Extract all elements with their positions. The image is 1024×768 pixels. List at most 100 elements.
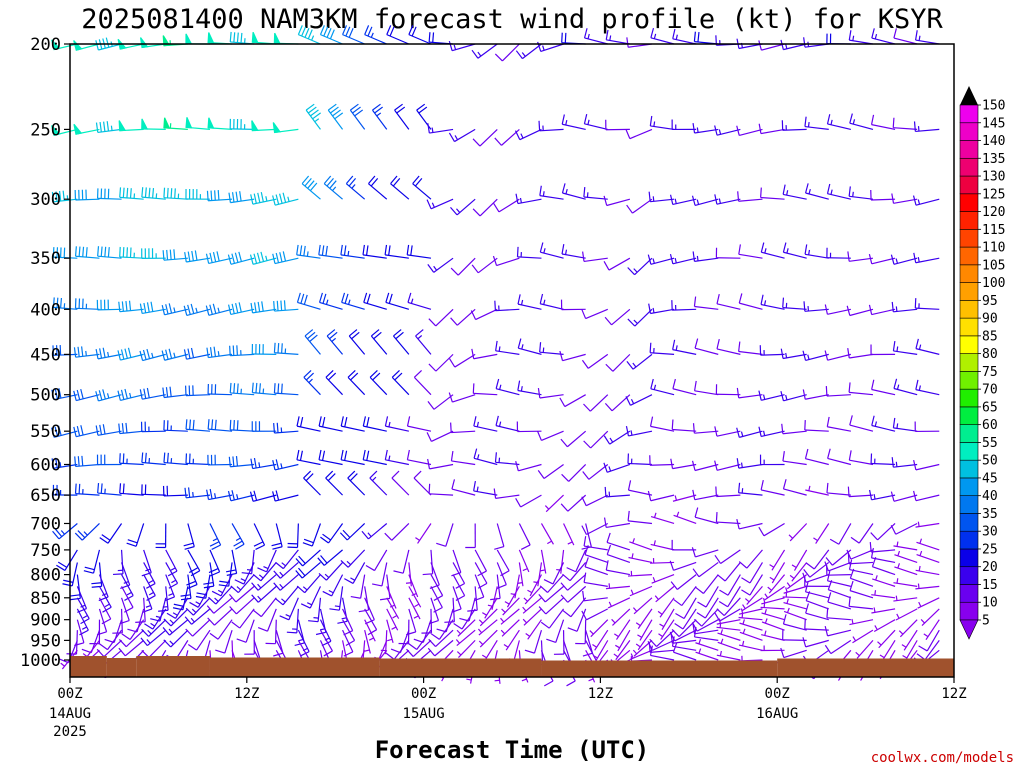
credit-link[interactable]: coolwx.com/models: [871, 750, 1014, 766]
wind-barb-staff: [135, 523, 145, 547]
wind-barb-full: [139, 303, 143, 314]
wind-barb-full: [328, 372, 337, 381]
colorbar-band: [959, 300, 979, 319]
wind-barb: [714, 194, 741, 205]
wind-barb: [250, 457, 277, 470]
wind-barb: [826, 416, 851, 432]
wind-barb-staff: [230, 198, 255, 204]
wind-barb-staff: [119, 462, 144, 466]
wind-barb-half: [874, 33, 878, 40]
wind-barb: [649, 645, 675, 661]
colorbar-band: [959, 317, 979, 337]
wind-barb-staff: [617, 629, 631, 652]
wind-barb-half: [525, 633, 531, 637]
wind-barb: [141, 118, 166, 131]
wind-barb: [629, 649, 653, 661]
wind-barb: [143, 574, 156, 601]
colorbar-label: 25: [982, 542, 998, 557]
wind-barb-staff: [805, 394, 829, 400]
wind-barb-full: [228, 456, 231, 467]
wind-barb-half: [279, 583, 284, 589]
wind-barb-full: [214, 190, 216, 201]
wind-barb: [406, 416, 432, 432]
wind-barb: [436, 608, 454, 633]
wind-barb-full: [303, 538, 314, 544]
wind-barb: [390, 175, 410, 200]
wind-barb-full: [207, 617, 215, 626]
wind-barb-full: [217, 190, 220, 201]
wind-barb: [271, 523, 283, 550]
wind-barb-full: [127, 347, 132, 358]
wind-barb-half: [263, 566, 269, 570]
wind-barb: [450, 198, 476, 216]
wind-barb-half: [287, 196, 290, 202]
wind-barb: [716, 597, 741, 617]
wind-barb-full: [603, 462, 608, 473]
wind-barb: [561, 464, 587, 482]
wind-barb-full: [717, 574, 726, 582]
y-tick-label: 500: [30, 386, 61, 406]
wind-barb-staff: [496, 562, 507, 585]
wind-barb: [104, 619, 123, 644]
wind-barb-full: [118, 647, 126, 657]
wind-barb-full: [228, 304, 232, 315]
wind-barb-full: [560, 582, 568, 591]
wind-barb-staff: [894, 566, 918, 576]
wind-barb-half: [879, 654, 885, 659]
wind-barb: [782, 592, 807, 599]
wind-barb-full: [231, 621, 241, 629]
wind-barb: [74, 298, 100, 310]
wind-barb: [493, 488, 520, 499]
wind-barb-half: [830, 119, 833, 125]
wind-barb-staff: [612, 608, 631, 626]
wind-barb: [582, 464, 609, 480]
wind-barb: [386, 619, 394, 643]
wind-barb: [739, 628, 763, 641]
wind-barb-staff: [634, 257, 653, 276]
wind-barb-full: [539, 242, 544, 253]
wind-barb-staff: [479, 608, 498, 627]
wind-barb-full: [347, 370, 356, 378]
wind-barb-full: [260, 251, 265, 262]
wind-barb-full: [913, 252, 917, 263]
wind-barb: [761, 618, 785, 631]
wind-barb-full: [366, 450, 370, 461]
wind-barb-full: [470, 310, 477, 320]
wind-barb: [522, 608, 542, 626]
wind-barb: [279, 597, 299, 621]
wind-barb-full: [168, 303, 173, 314]
wind-barb-staff: [893, 257, 918, 265]
colorbar-label: 20: [982, 560, 998, 575]
wind-barb-half: [632, 538, 635, 544]
wind-barb: [304, 329, 321, 355]
wind-barb-staff: [852, 629, 874, 644]
wind-barb-full: [95, 425, 99, 436]
wind-barb: [501, 597, 520, 616]
wind-barb-full: [166, 187, 169, 198]
wind-barb: [613, 640, 631, 661]
wind-barb-half: [764, 248, 767, 254]
wind-barb: [162, 249, 188, 261]
wind-barb-half: [742, 628, 746, 634]
wind-barb-full: [99, 424, 103, 435]
wind-barb-staff: [701, 608, 719, 627]
wind-barb-full: [471, 49, 479, 59]
wind-barb-full: [206, 347, 209, 358]
wind-barb-staff: [430, 586, 443, 608]
wind-barb-half: [520, 299, 524, 306]
wind-barb-staff: [683, 597, 697, 619]
wind-barb-full: [396, 106, 406, 114]
wind-barb-half: [83, 531, 88, 536]
wind-barb-half: [314, 118, 320, 123]
wind-barb-half: [808, 485, 811, 491]
wind-barb-half: [542, 191, 545, 197]
wind-barb: [847, 486, 874, 498]
wind-barb-full: [802, 389, 806, 400]
wind-barb-full: [102, 347, 106, 358]
y-tick-label: 400: [30, 300, 61, 320]
wind-barb-full: [183, 349, 188, 360]
wind-barb-full: [320, 555, 328, 564]
wind-barb-staff: [584, 554, 608, 564]
wind-barb-staff: [569, 562, 587, 582]
colorbar-band: [959, 566, 979, 585]
